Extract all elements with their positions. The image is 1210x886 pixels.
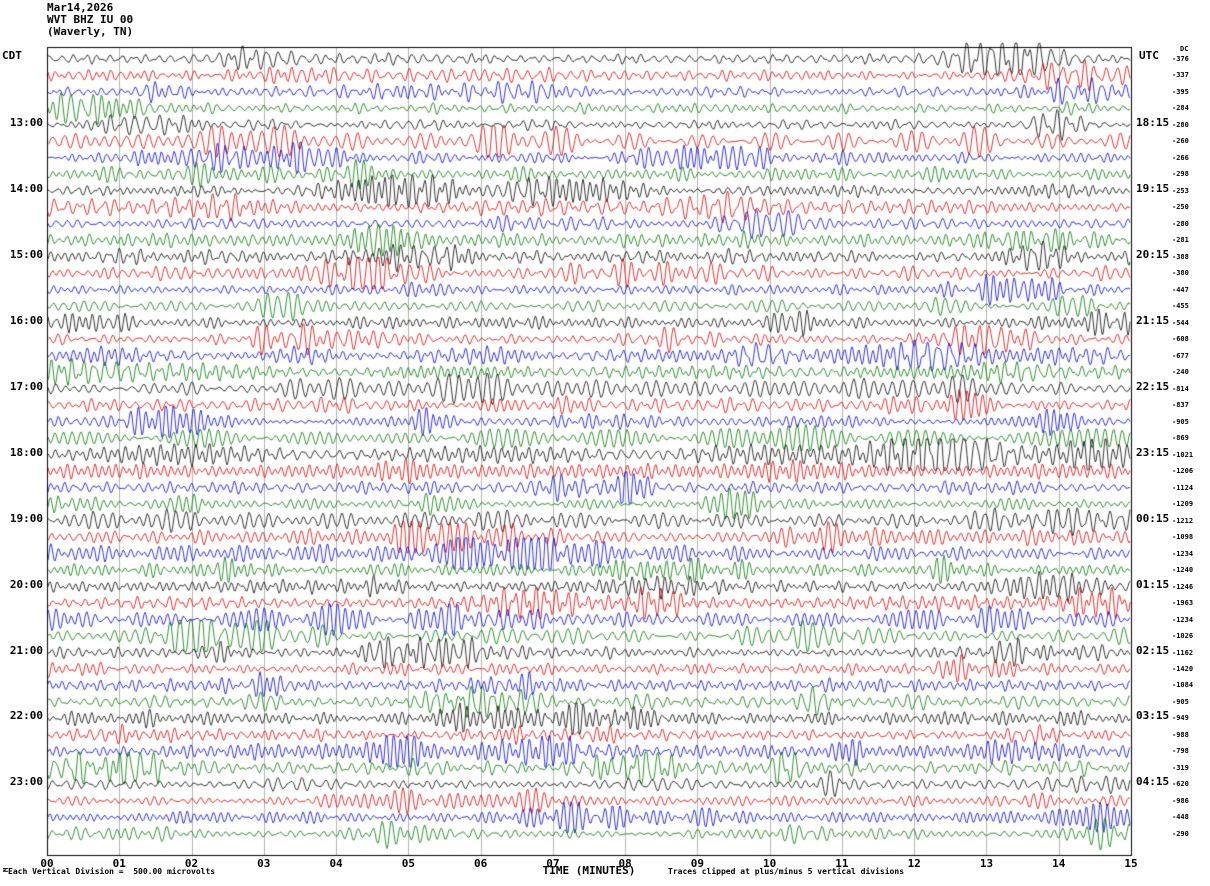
x-tick-label: 15 [1124,857,1138,870]
x-tick-label: 02 [184,857,199,870]
x-tick-label: 08 [618,857,632,870]
dc-value: -260 [1172,137,1189,146]
utc-hour-label: 02:15 [1136,643,1170,657]
dc-value: -337 [1172,71,1189,80]
dc-value: -284 [1172,104,1189,113]
utc-hour-label: 18:15 [1136,115,1170,129]
x-tick-label: 10 [763,857,777,870]
cdt-hour-label: 20:00 [9,577,43,591]
dc-value: -319 [1172,763,1189,772]
x-axis-title: TIME (MINUTES) [542,864,636,877]
x-tick-label: 07 [546,857,560,870]
utc-hour-label: 01:15 [1136,577,1170,591]
dc-value: -814 [1172,384,1189,393]
utc-hour-label: 00:15 [1136,511,1170,525]
dc-value: -1234 [1172,615,1194,624]
left-timezone-label: CDT [2,49,22,62]
dc-value: -1240 [1172,566,1194,575]
x-tick-label: 11 [835,857,849,870]
cdt-hour-label: 21:00 [9,643,43,657]
cdt-hour-label: 17:00 [9,379,43,393]
dc-value: -1026 [1172,632,1194,640]
dc-value: -253 [1172,186,1189,195]
utc-hour-label: 23:15 [1136,445,1170,459]
x-tick-label: 03 [257,857,271,870]
dc-value: -1246 [1172,582,1194,591]
dc-value: -677 [1172,351,1189,360]
title-station: WVT BHZ IU 00 [47,13,134,26]
dc-value: -380 [1172,269,1189,278]
dc-value: -544 [1172,318,1189,327]
cdt-hour-label: 16:00 [9,313,43,327]
utc-hour-label: 04:15 [1136,775,1170,789]
x-tick-label: 05 [401,857,415,870]
dc-value: -905 [1172,697,1189,706]
dc-value: -455 [1172,302,1189,311]
dc-value: -1124 [1172,483,1194,492]
x-tick-label: 09 [690,857,705,870]
dc-value: -1209 [1172,500,1194,509]
dc-value: -1084 [1172,681,1194,690]
x-tick-label: 12 [907,857,921,870]
dc-value: -447 [1172,285,1189,294]
dc-value: -798 [1172,747,1189,756]
dc-value: -281 [1172,236,1189,245]
cdt-hour-label: 13:00 [9,115,43,129]
cdt-hour-label: 22:00 [9,709,43,723]
dc-value: -395 [1172,87,1189,96]
dc-value: -250 [1172,203,1189,212]
dc-value: -290 [1172,829,1189,838]
dc-value: -1420 [1172,664,1194,673]
dc-value: -266 [1172,153,1189,162]
corner-mark: M [2,867,10,872]
cdt-hour-label: 18:00 [9,445,43,459]
dc-value: -1234 [1172,549,1194,558]
dc-value: -1021 [1172,450,1194,459]
dc-value: -837 [1172,401,1189,410]
dc-value: -949 [1172,714,1189,723]
clip-note: Traces clipped at plus/minus 5 vertical … [668,867,905,876]
x-tick-label: 13 [979,857,994,870]
cdt-hour-label: 19:00 [9,511,43,525]
utc-hour-label: 21:15 [1136,313,1170,327]
cdt-hour-label: 23:00 [9,775,43,789]
dc-value: -1963 [1172,599,1194,608]
dc-value: -1162 [1172,648,1194,657]
scale-note: Each Vertical Division = 500.00 microvol… [8,867,216,876]
dc-value: -1098 [1172,533,1194,542]
right-timezone-label: UTC [1139,49,1159,62]
dc-value: -608 [1172,335,1189,344]
x-tick-label: 14 [1052,857,1066,870]
x-tick-label: 04 [329,857,343,870]
title-date: Mar14,2026 [47,1,114,14]
dc-value: -280 [1172,120,1189,129]
x-tick-label: 06 [473,857,488,870]
utc-hour-label: 22:15 [1136,379,1170,393]
cdt-hour-label: 15:00 [9,247,43,261]
utc-hour-label: 03:15 [1136,709,1170,723]
dc-value: -298 [1172,170,1189,179]
dc-value: -388 [1172,252,1189,261]
dc-column-header: DC [1180,45,1189,53]
dc-value: -448 [1172,813,1189,822]
x-tick-label: 00 [40,857,54,870]
dc-value: -376 [1172,54,1189,63]
utc-hour-label: 20:15 [1136,247,1170,261]
title-location: (Waverly, TN) [47,25,134,38]
dc-value: -869 [1172,434,1189,443]
dc-value: -988 [1172,730,1189,739]
dc-value: -986 [1172,796,1189,805]
dc-value: -280 [1172,219,1189,228]
dc-value: -240 [1172,368,1189,377]
utc-hour-label: 19:15 [1136,181,1170,195]
dc-value: -905 [1172,417,1189,426]
x-tick-label: 01 [112,857,126,870]
cdt-hour-label: 14:00 [9,181,43,195]
dc-value: -620 [1172,780,1189,789]
dc-value: -1206 [1172,467,1194,476]
dc-value: -1212 [1172,516,1194,525]
